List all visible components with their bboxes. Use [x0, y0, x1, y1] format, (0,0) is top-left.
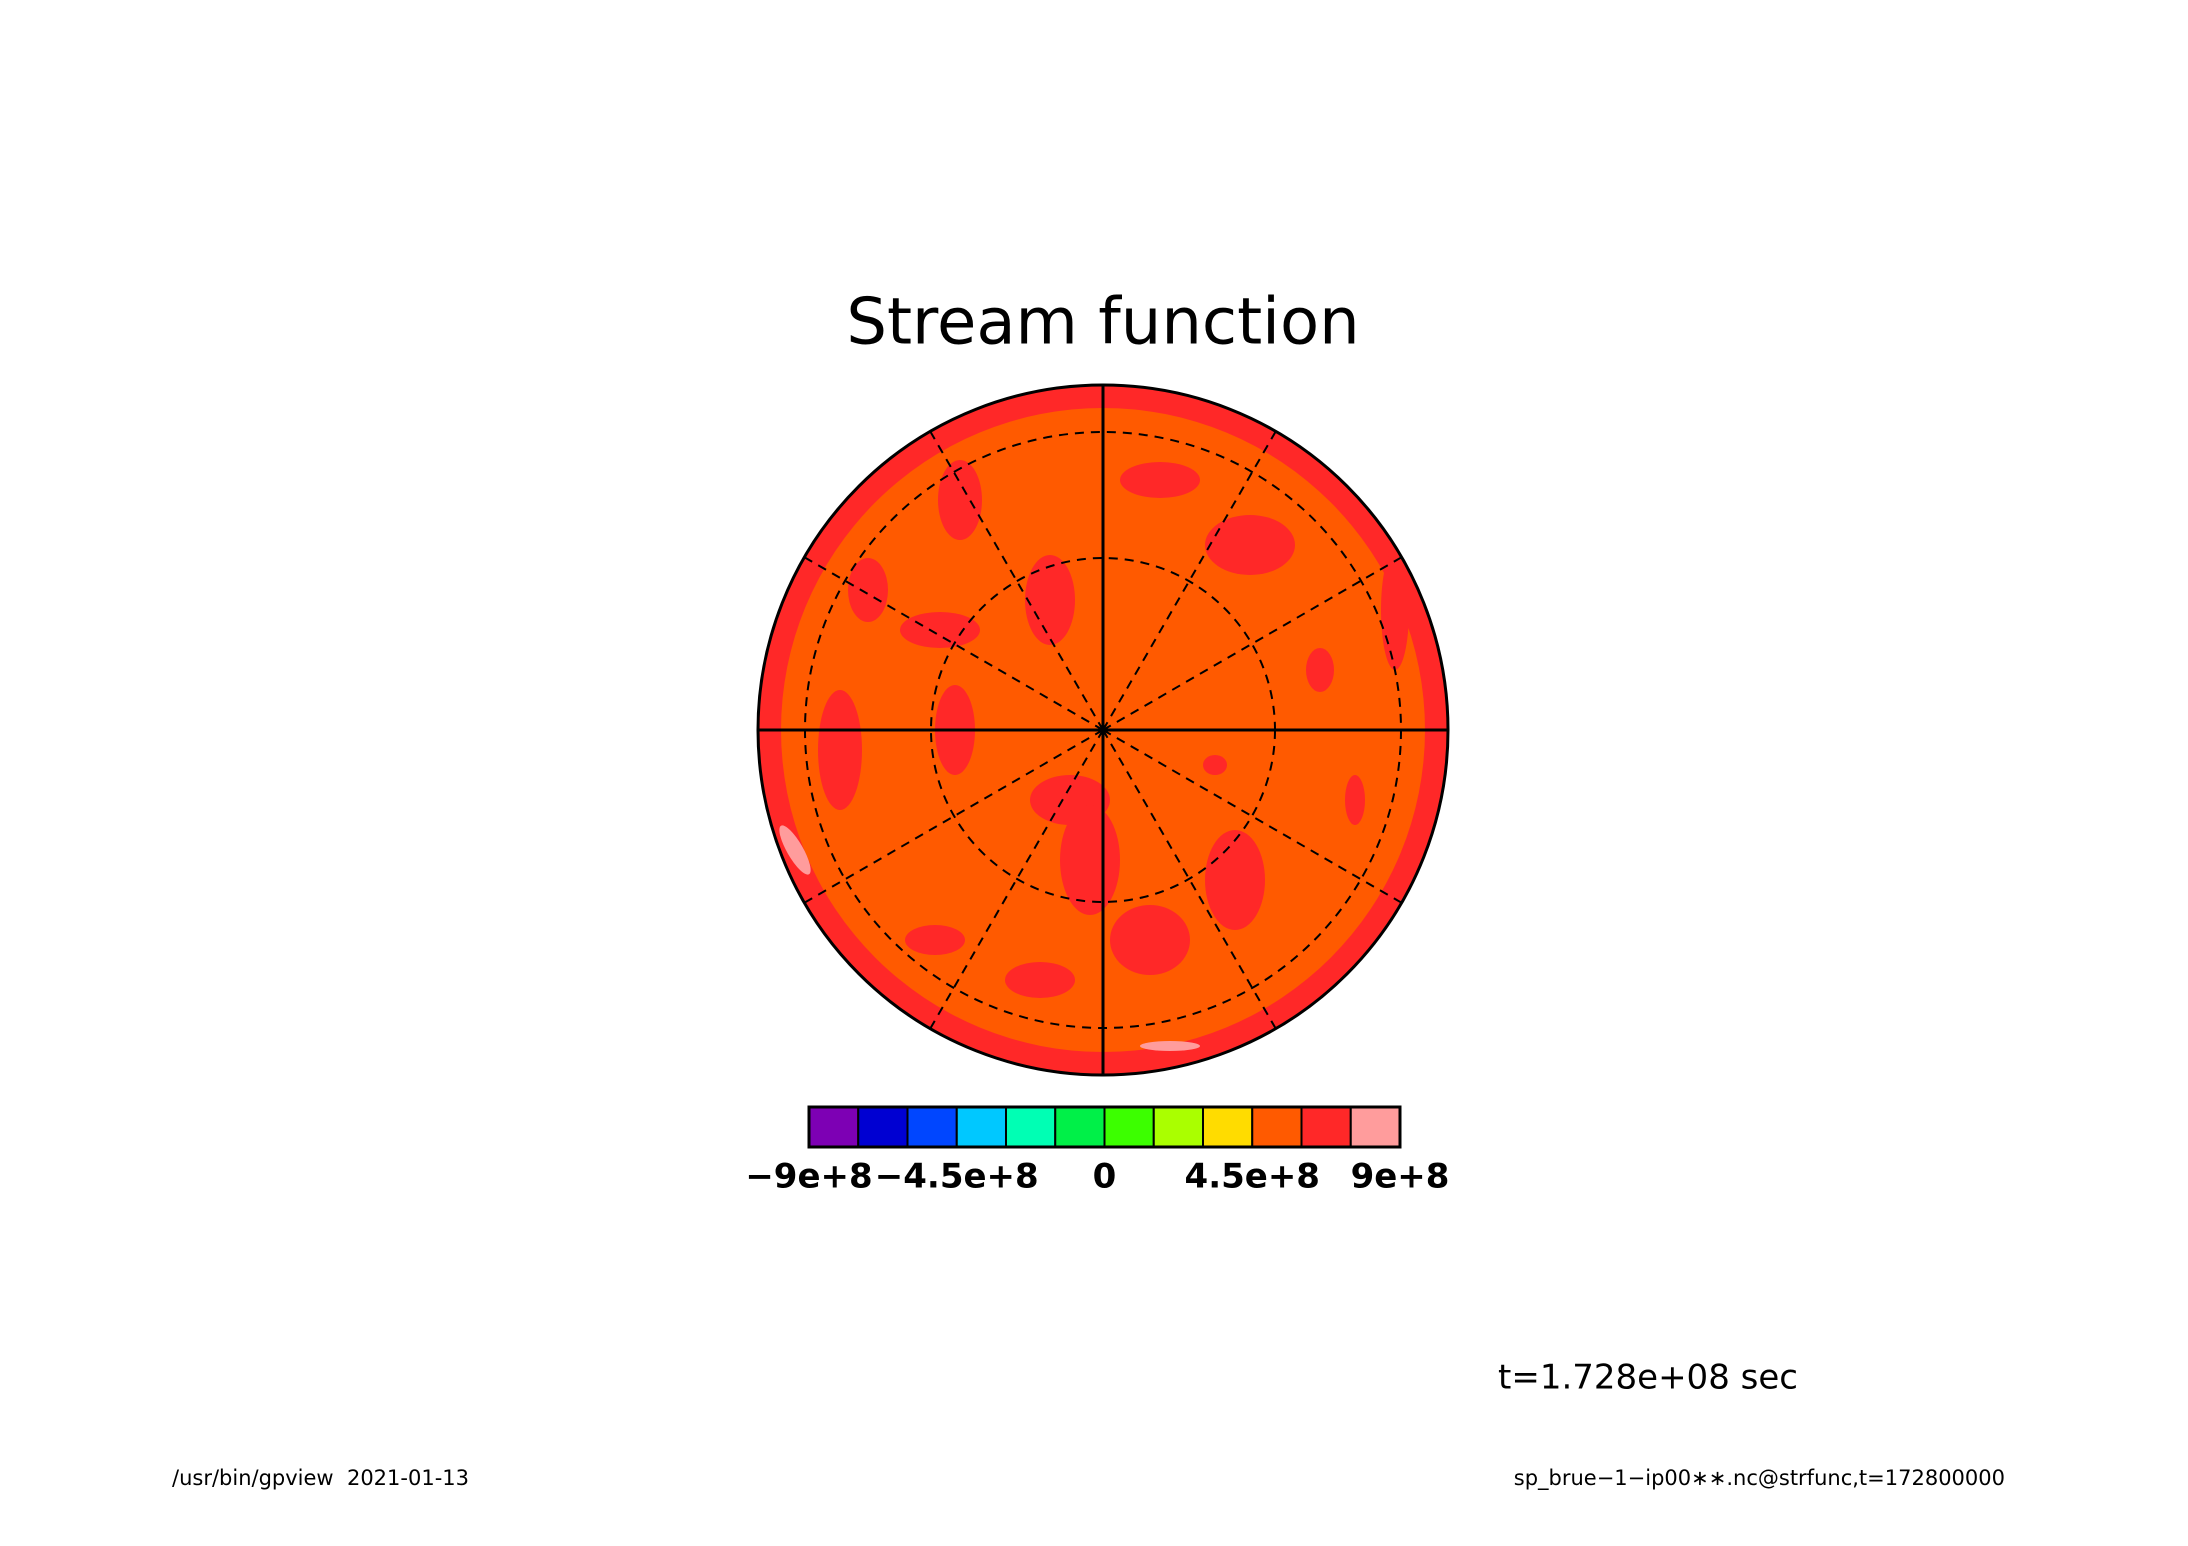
- colorbar-box: [1300, 1106, 1352, 1148]
- colorbar-box: [1349, 1106, 1401, 1148]
- colorbar-box: [906, 1106, 958, 1148]
- colorbar-tick-label: 4.5e+8: [1185, 1157, 1320, 1197]
- colorbar-box: [1202, 1106, 1254, 1148]
- colorbar-box: [1054, 1106, 1106, 1148]
- colorbar-box: [955, 1106, 1007, 1148]
- colorbar-box: [808, 1106, 860, 1148]
- colorbar-tick-label: −4.5e+8: [875, 1157, 1039, 1197]
- colorbar-box: [1005, 1106, 1057, 1148]
- colorbar-box: [1152, 1106, 1204, 1148]
- footer-right: sp_brue−1−ip00∗∗.nc@strfunc,t=172800000: [1514, 1466, 2005, 1491]
- colorbar-box: [857, 1106, 909, 1148]
- colorbar-frame: [807, 1105, 1402, 1149]
- colorbar-box: [1251, 1106, 1303, 1148]
- colorbar-tick-label: 0: [1093, 1157, 1117, 1197]
- colorbar-tick-label: −9e+8: [745, 1157, 872, 1197]
- annotation: t=1.728e+08 sec: [1498, 1358, 1798, 1398]
- map-frame: [756, 383, 1450, 1077]
- colorbar-tick-label: 9e+8: [1351, 1157, 1450, 1197]
- footer-left: /usr/bin/gpview 2021-01-13: [172, 1466, 469, 1490]
- chart-title: Stream function: [846, 286, 1359, 360]
- colorbar-box: [1103, 1106, 1155, 1148]
- colorbar: −9e+8 −4.5e+8 0 4.5e+8 9e+8: [745, 1106, 1450, 1197]
